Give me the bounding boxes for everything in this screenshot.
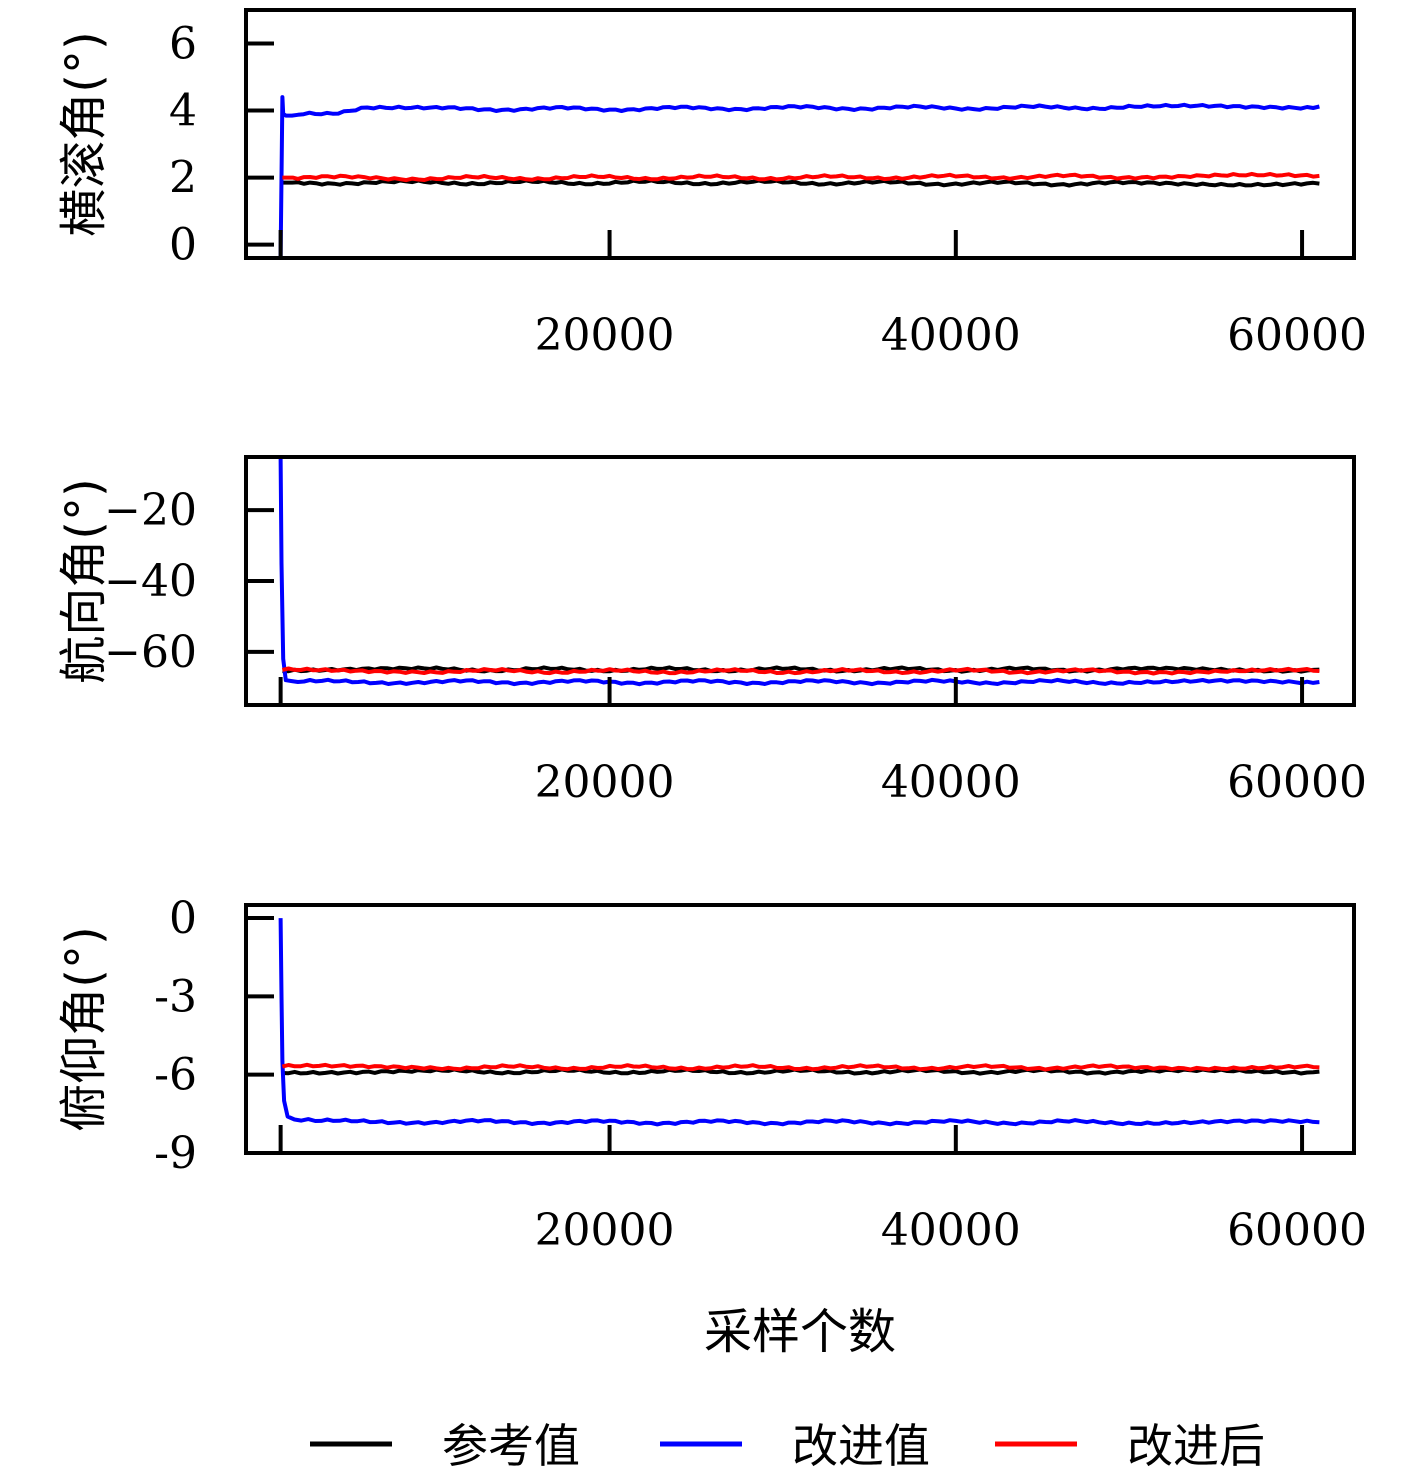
x-tick-label: 40000 bbox=[881, 757, 1021, 808]
legend-item-2: 改进值 bbox=[660, 1419, 930, 1473]
y-tick-label: -6 bbox=[154, 1050, 197, 1101]
x-tick-label: 40000 bbox=[881, 1205, 1021, 1256]
panel-1: 0 2 4 6 20000 40000 60000 横滚角(°) bbox=[56, 8, 1367, 361]
series-line-1-3 bbox=[282, 171, 1320, 183]
x-tick-label: 20000 bbox=[535, 310, 675, 361]
x-tick-label: 60000 bbox=[1227, 757, 1367, 808]
y-tick-label: 6 bbox=[169, 19, 197, 70]
series-line-3-3 bbox=[281, 1062, 1320, 1072]
x-tick-label: 20000 bbox=[535, 757, 675, 808]
legend-item-3: 改进后 bbox=[995, 1419, 1265, 1473]
legend: 参考值 改进值 改进后 bbox=[310, 1419, 1265, 1473]
x-axis-title: 采样个数 bbox=[704, 1304, 896, 1360]
series-line-1-1 bbox=[280, 178, 1320, 188]
legend-label: 改进值 bbox=[792, 1419, 930, 1473]
y-tick-label: -9 bbox=[154, 1128, 197, 1179]
y-tick-label: −20 bbox=[104, 485, 197, 536]
series-line-2-1 bbox=[282, 665, 1320, 674]
y-tick-label: 4 bbox=[169, 86, 197, 137]
series-line-1-2 bbox=[278, 95, 1320, 258]
legend-label: 改进后 bbox=[1127, 1419, 1265, 1473]
legend-item-1: 参考值 bbox=[310, 1419, 580, 1473]
panel-3: 0 -3 -6 -9 20000 40000 60000 俯仰角(°) bbox=[56, 893, 1367, 1256]
series-line-2-2 bbox=[278, 457, 1320, 687]
series-line-3-2 bbox=[278, 918, 1320, 1127]
y-axis-title: 航向角(°) bbox=[56, 478, 112, 683]
y-tick-label: -3 bbox=[154, 971, 197, 1022]
y-axis-title: 横滚角(°) bbox=[56, 31, 112, 236]
y-tick-label: 0 bbox=[169, 893, 197, 944]
x-tick-label: 40000 bbox=[881, 310, 1021, 361]
y-tick-label: −60 bbox=[104, 627, 197, 678]
y-tick-label: −40 bbox=[104, 556, 197, 607]
legend-label: 参考值 bbox=[442, 1419, 580, 1473]
y-tick-label: 0 bbox=[169, 220, 197, 271]
x-tick-label: 60000 bbox=[1227, 1205, 1367, 1256]
y-axis-title: 俯仰角(°) bbox=[56, 926, 112, 1131]
series-line-2-3 bbox=[281, 666, 1320, 676]
panel-2: −20 −40 −60 20000 40000 60000 航向角(°) bbox=[56, 455, 1367, 808]
plot-frame bbox=[244, 8, 1356, 260]
y-tick-label: 2 bbox=[169, 153, 197, 204]
x-tick-label: 60000 bbox=[1227, 310, 1367, 361]
x-tick-label: 20000 bbox=[535, 1205, 675, 1256]
plot-frame bbox=[244, 903, 1356, 1155]
